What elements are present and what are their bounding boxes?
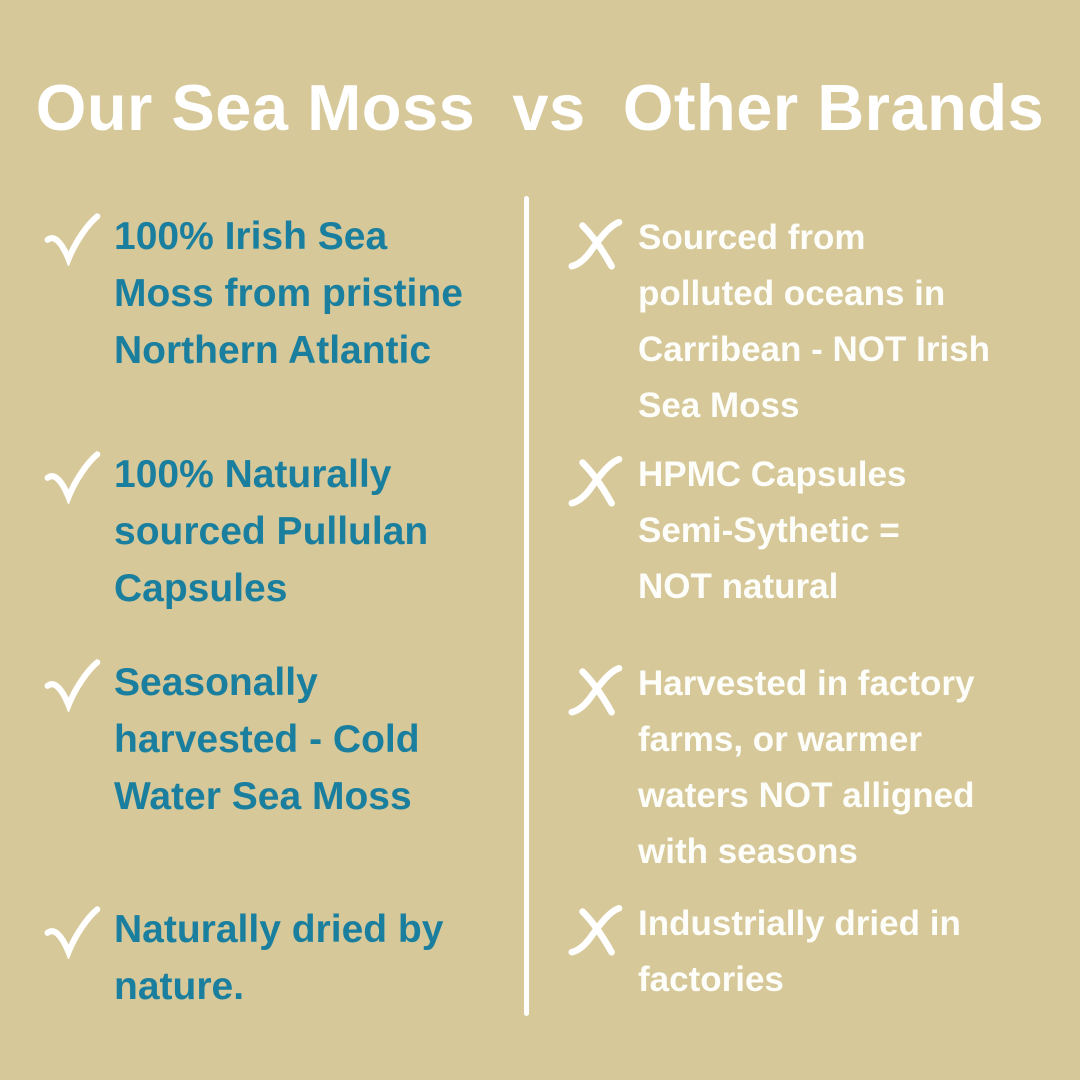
column-divider <box>524 196 529 1016</box>
page-title: Our Sea Moss vs Other Brands <box>35 71 1045 144</box>
list-item: HPMC Capsules Semi-Sythetic = NOT natura… <box>566 447 1026 615</box>
cross-icon <box>566 214 624 277</box>
benefit-text: 100% Naturally sourced Pullulan Capsules <box>114 453 429 610</box>
list-item: Harvested in factory farms, or warmer wa… <box>566 656 1026 880</box>
list-item: 100% Irish Sea Moss from pristine Northe… <box>42 208 522 379</box>
cross-icon <box>566 660 624 723</box>
checkmark-icon <box>42 450 102 509</box>
list-item: 100% Naturally sourced Pullulan Capsules <box>42 446 522 617</box>
checkmark-icon <box>42 905 102 964</box>
checkmark-icon <box>42 212 102 271</box>
drawback-text: HPMC Capsules Semi-Sythetic = NOT natura… <box>638 455 907 606</box>
list-item: Industrially dried in factories <box>566 896 1026 1008</box>
checkmark-icon <box>42 658 102 717</box>
drawback-text: Harvested in factory farms, or warmer wa… <box>638 664 975 871</box>
benefit-text: Naturally dried by nature. <box>114 908 444 1008</box>
benefit-text: Seasonally harvested - Cold Water Sea Mo… <box>114 661 420 818</box>
cross-icon <box>566 451 624 514</box>
list-item: Sourced from polluted oceans in Carribea… <box>566 210 1026 434</box>
drawback-text: Sourced from polluted oceans in Carribea… <box>638 218 991 425</box>
benefit-text: 100% Irish Sea Moss from pristine Northe… <box>114 215 463 372</box>
drawback-text: Industrially dried in factories <box>638 904 961 999</box>
list-item: Seasonally harvested - Cold Water Sea Mo… <box>42 654 522 825</box>
list-item: Naturally dried by nature. <box>42 901 522 1015</box>
cross-icon <box>566 900 624 963</box>
